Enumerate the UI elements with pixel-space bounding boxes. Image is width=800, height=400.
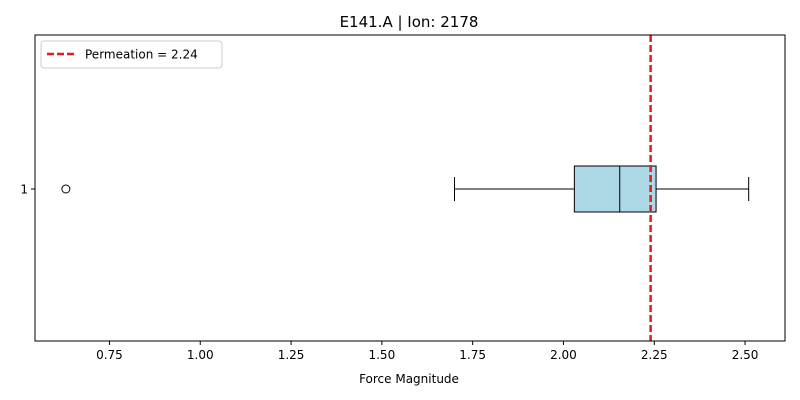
- x-axis-label: Force Magnitude: [359, 372, 459, 386]
- x-tick-label: 1.00: [187, 348, 214, 362]
- legend-frame: [40, 40, 223, 69]
- x-tick-label: 2.25: [641, 348, 668, 362]
- legend-label: Permeation = 2.24: [85, 48, 198, 62]
- legend: Permeation = 2.24: [40, 40, 223, 69]
- axes-frame: [34, 34, 786, 342]
- x-tick-label: 0.75: [96, 348, 123, 362]
- chart-title: E141.A | Ion: 2178: [340, 13, 479, 31]
- x-tick-label: 1.25: [278, 348, 305, 362]
- x-tick-label: 2.50: [732, 348, 759, 362]
- plot-area: [61, 35, 750, 341]
- x-tick-label: 2.00: [550, 348, 577, 362]
- x-tick-label: 1.50: [368, 348, 395, 362]
- x-axis: 0.75 1.00 1.25 1.50 1.75 2.00 2.25 2.50: [96, 341, 758, 362]
- y-tick-label: 1: [20, 183, 28, 197]
- box-iqr: [573, 165, 657, 213]
- x-tick-label: 1.75: [459, 348, 486, 362]
- outlier-point: [61, 184, 71, 194]
- y-axis: 1: [20, 183, 35, 197]
